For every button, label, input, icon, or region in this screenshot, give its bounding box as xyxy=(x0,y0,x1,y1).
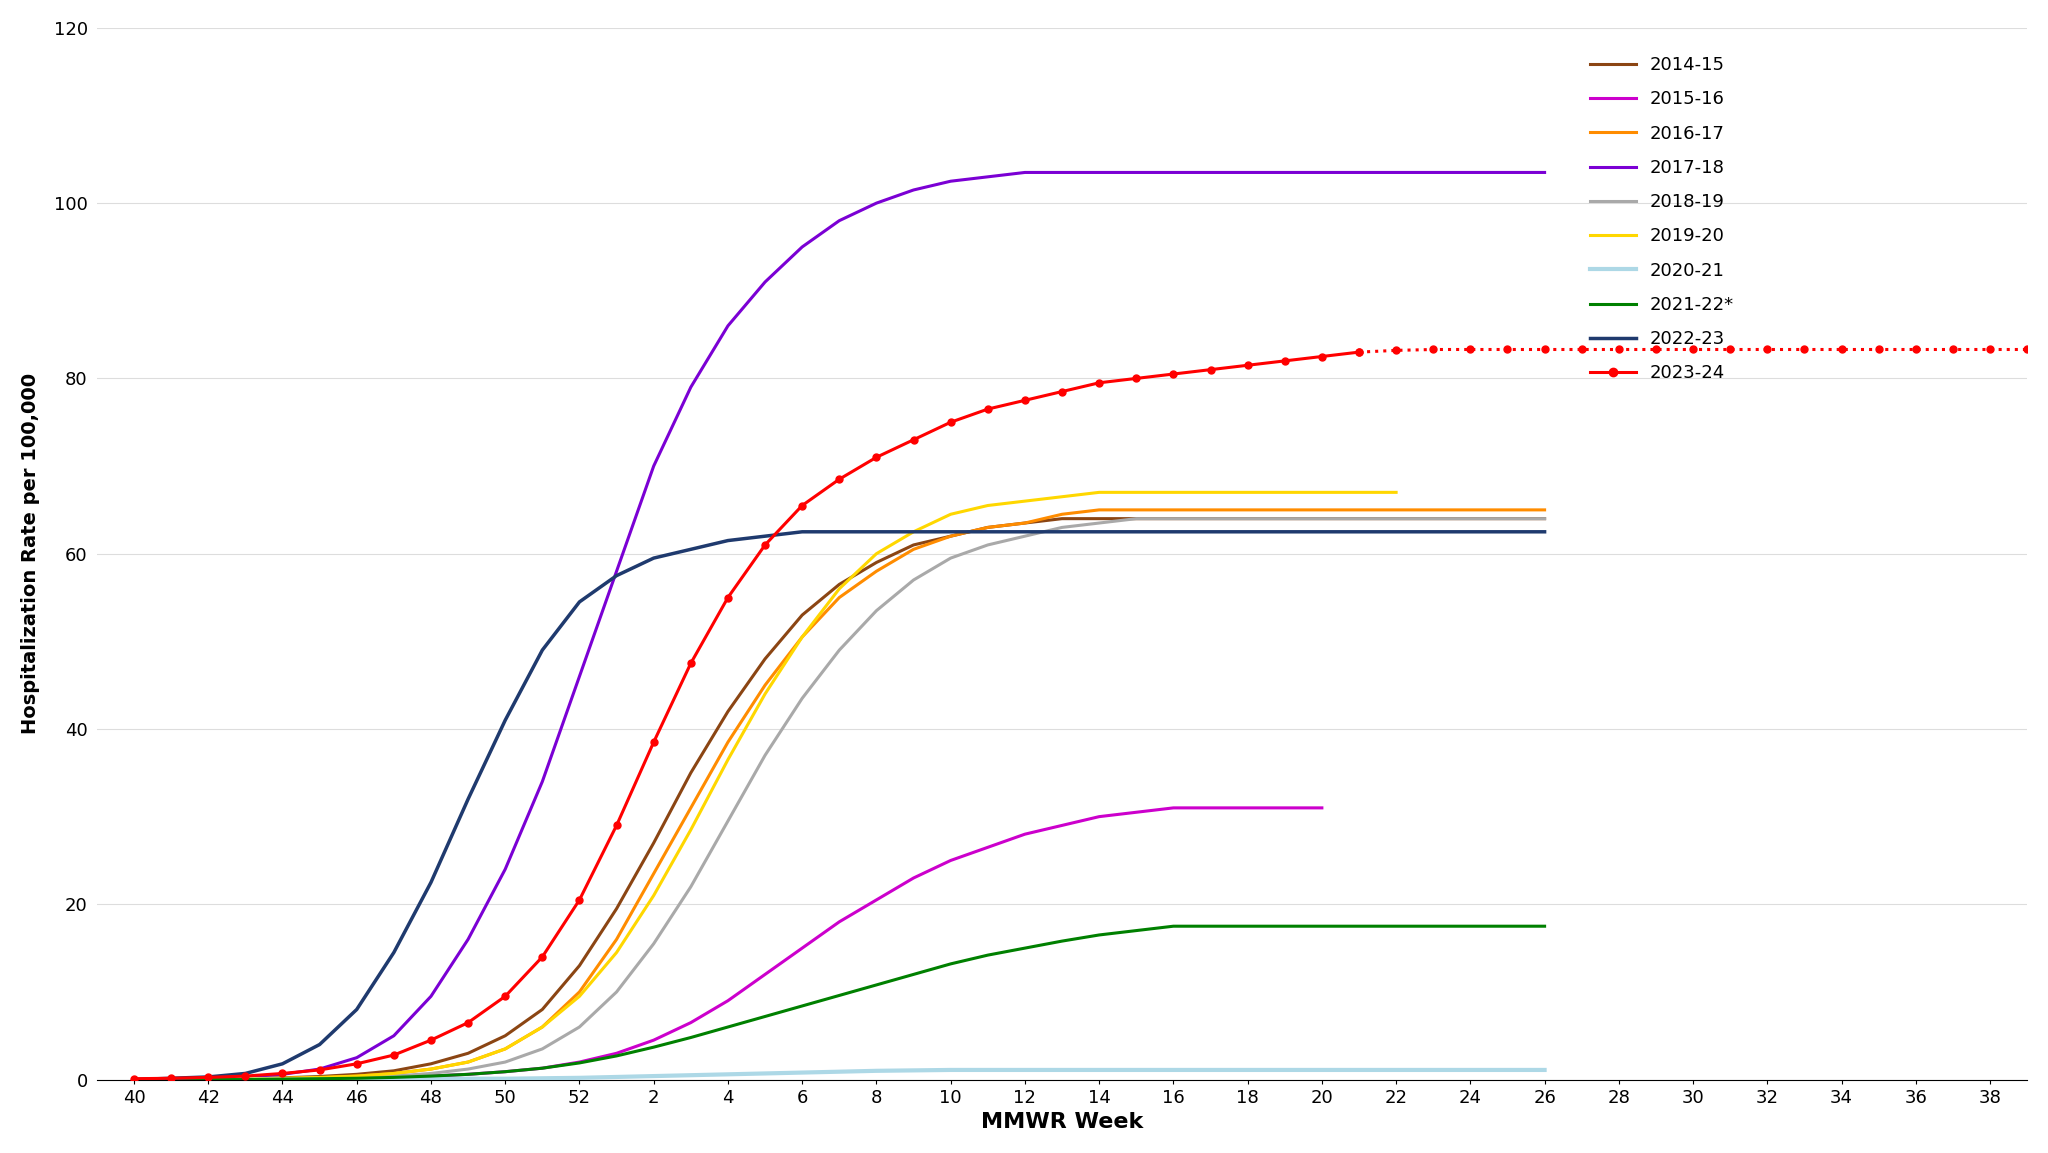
X-axis label: MMWR Week: MMWR Week xyxy=(981,1113,1143,1132)
Y-axis label: Hospitalization Rate per 100,000: Hospitalization Rate per 100,000 xyxy=(20,374,39,734)
Legend: 2014-15, 2015-16, 2016-17, 2017-18, 2018-19, 2019-20, 2020-21, 2021-22*, 2022-23: 2014-15, 2015-16, 2016-17, 2017-18, 2018… xyxy=(1583,48,1741,390)
